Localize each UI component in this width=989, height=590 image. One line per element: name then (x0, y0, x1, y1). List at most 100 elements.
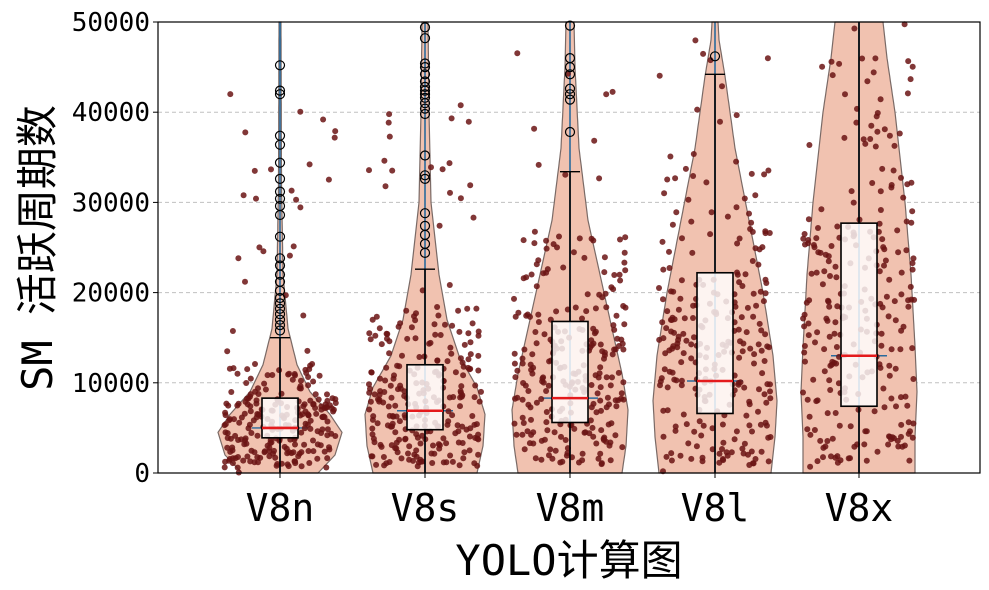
data-point (444, 358, 451, 365)
data-point (905, 419, 912, 426)
data-point (406, 443, 413, 450)
data-point (677, 295, 684, 302)
data-point (535, 319, 542, 325)
data-point (522, 382, 529, 389)
data-point (410, 457, 416, 464)
data-point (818, 206, 825, 213)
data-point (685, 196, 692, 203)
data-point (833, 360, 840, 367)
data-point (435, 312, 442, 319)
y-tick-label: 40000 (72, 98, 150, 128)
data-point (242, 278, 248, 285)
data-point (286, 449, 293, 456)
data-point (668, 457, 675, 464)
data-point (757, 288, 764, 295)
data-point (416, 354, 423, 360)
data-point (332, 400, 339, 406)
data-point (736, 235, 743, 242)
data-point (620, 303, 627, 309)
data-point (904, 90, 911, 97)
data-point (898, 291, 905, 298)
data-point (448, 350, 455, 357)
data-point (762, 419, 769, 426)
data-point (476, 398, 483, 405)
data-point (744, 304, 751, 311)
data-point (709, 425, 716, 432)
data-point (903, 247, 910, 254)
data-point (376, 325, 383, 332)
data-point (869, 180, 876, 186)
box-V8n (261, 397, 299, 439)
data-point (262, 386, 269, 393)
data-point (386, 350, 393, 357)
data-point (397, 320, 404, 327)
data-point (562, 437, 569, 443)
data-point (814, 458, 821, 465)
data-point (598, 427, 605, 434)
data-point (449, 412, 456, 419)
data-point (326, 446, 333, 453)
data-point (467, 351, 474, 358)
data-point (524, 311, 531, 318)
outlier-point (419, 69, 431, 80)
data-point (674, 340, 681, 347)
data-point (598, 461, 605, 468)
data-point (543, 237, 550, 244)
data-point (688, 218, 695, 225)
data-point (891, 298, 898, 305)
data-point (743, 412, 750, 419)
data-point (324, 455, 331, 462)
data-point (310, 448, 317, 455)
data-point (881, 246, 888, 253)
data-point (512, 374, 519, 381)
data-point (446, 282, 453, 288)
data-point (863, 457, 870, 464)
outlier-point (419, 76, 431, 87)
data-point (874, 128, 881, 135)
data-point (374, 420, 381, 427)
data-point (688, 455, 695, 462)
data-point (801, 231, 808, 237)
data-point (851, 25, 858, 32)
data-point (904, 181, 911, 188)
data-point (553, 308, 560, 315)
data-point (428, 450, 435, 457)
data-point (324, 391, 330, 398)
data-point (612, 397, 619, 404)
data-point (544, 266, 551, 273)
data-point (904, 402, 911, 409)
data-point (832, 319, 839, 326)
data-point (824, 410, 831, 417)
data-point (467, 339, 474, 346)
data-point (664, 308, 671, 315)
data-point (544, 427, 551, 434)
data-point (538, 437, 545, 444)
data-point (735, 326, 742, 333)
data-point (228, 389, 235, 395)
outlier-point (564, 89, 576, 100)
data-point (696, 418, 703, 425)
outlier-point (274, 314, 286, 325)
data-point (440, 459, 447, 466)
data-point (535, 311, 542, 318)
data-point (812, 339, 818, 346)
data-point (609, 374, 615, 381)
data-point (231, 416, 237, 423)
data-point (874, 110, 881, 116)
data-point (324, 397, 331, 404)
data-point (759, 370, 766, 377)
data-point (678, 377, 685, 384)
data-point (814, 329, 821, 336)
x-ticks: V8n V8s V8m V8l V8x (246, 473, 893, 530)
data-point (909, 434, 916, 441)
data-point (879, 304, 886, 311)
data-point (663, 325, 670, 332)
data-point (588, 235, 595, 242)
data-point (511, 350, 518, 357)
data-point (762, 230, 769, 237)
data-point (298, 463, 305, 470)
data-point (222, 409, 229, 416)
data-point (319, 426, 326, 433)
outlier-point (419, 150, 431, 161)
data-point (241, 441, 248, 448)
